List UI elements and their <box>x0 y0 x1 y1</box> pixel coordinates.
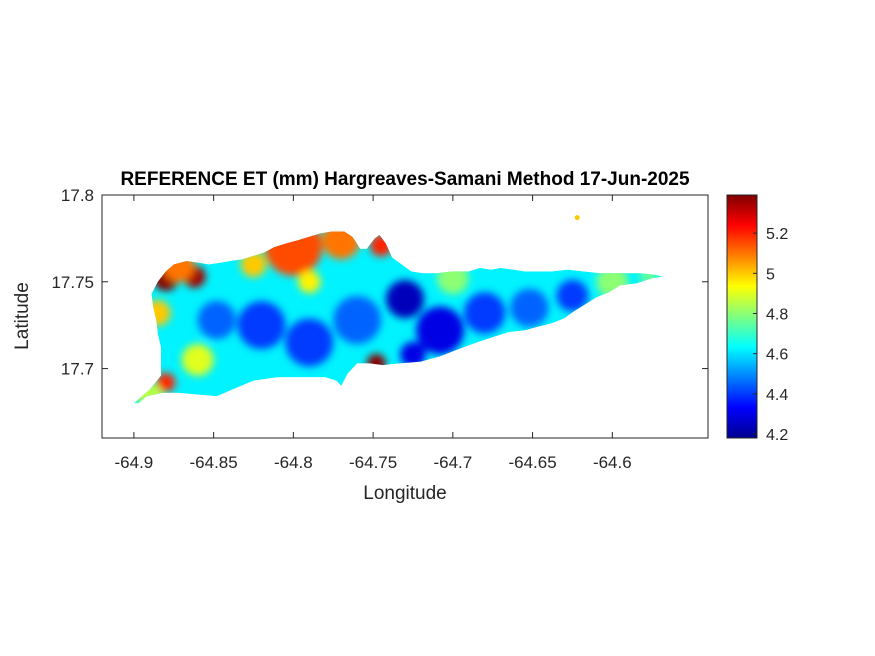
et-field <box>133 231 664 404</box>
plot-area <box>133 215 664 404</box>
field-anomaly <box>162 250 195 283</box>
field-anomaly <box>385 280 425 319</box>
et-field-base <box>133 231 664 404</box>
x-tick-label: -64.6 <box>593 453 632 472</box>
field-anomaly <box>237 301 286 350</box>
chart-title: REFERENCE ET (mm) Hargreaves-Samani Meth… <box>120 169 690 190</box>
axes-box <box>101 194 709 439</box>
field-anomaly <box>556 279 589 312</box>
y-axis-label: Latitude <box>12 282 33 350</box>
field-anomaly <box>298 270 321 293</box>
field-anomaly <box>145 300 171 326</box>
x-tick-label: -64.8 <box>274 453 313 472</box>
field-anomaly <box>596 265 629 298</box>
y-tick-label: 17.8 <box>61 186 94 205</box>
field-anomaly <box>400 341 426 368</box>
field-anomaly <box>137 383 163 404</box>
x-tick-label: -64.65 <box>508 453 556 472</box>
field-anomaly <box>510 288 549 327</box>
field-anomaly <box>181 344 214 376</box>
y-tick-label: 17.7 <box>61 360 94 379</box>
field-anomaly <box>436 262 469 295</box>
colorbar-tick-label: 5 <box>766 266 775 283</box>
field-anomaly <box>197 300 236 340</box>
x-tick-label: -64.9 <box>115 453 154 472</box>
colorbar-tick-label: 4.6 <box>766 347 788 364</box>
colorbar-gradient <box>726 194 758 439</box>
colorbar-tick-label: 4.2 <box>766 427 788 444</box>
x-tick-label: -64.85 <box>190 453 238 472</box>
field-anomaly <box>416 306 464 355</box>
field-anomaly <box>366 353 386 373</box>
x-tick-label: -64.7 <box>433 453 472 472</box>
x-tick-label: -64.75 <box>349 453 397 472</box>
y-axis: 17.7 17.75 17.8 <box>51 186 708 379</box>
field-anomaly <box>285 318 334 367</box>
field-anomaly <box>464 292 506 334</box>
field-anomaly <box>264 231 323 276</box>
colorbar-tick-label: 4.4 <box>766 387 788 404</box>
x-axis-label: Longitude <box>363 483 446 504</box>
field-anomaly <box>322 231 361 260</box>
field-anomaly <box>240 251 267 278</box>
colorbar-ticks: 4.2 4.4 4.6 4.8 5 5.2 <box>753 226 788 444</box>
field-anomaly <box>333 296 382 344</box>
islet-cell <box>574 215 580 221</box>
colorbar-tick-label: 4.8 <box>766 306 788 323</box>
colorbar: 4.2 4.4 4.6 4.8 5 5.2 <box>726 194 788 444</box>
y-tick-label: 17.75 <box>51 273 94 292</box>
field-anomaly <box>156 372 176 393</box>
field-anomaly <box>369 234 393 257</box>
field-anomaly <box>639 267 659 287</box>
colorbar-tick-label: 5.2 <box>766 226 788 243</box>
x-axis: -64.9 -64.85 -64.8 -64.75 -64.7 -64.65 -64.6 <box>115 195 632 472</box>
